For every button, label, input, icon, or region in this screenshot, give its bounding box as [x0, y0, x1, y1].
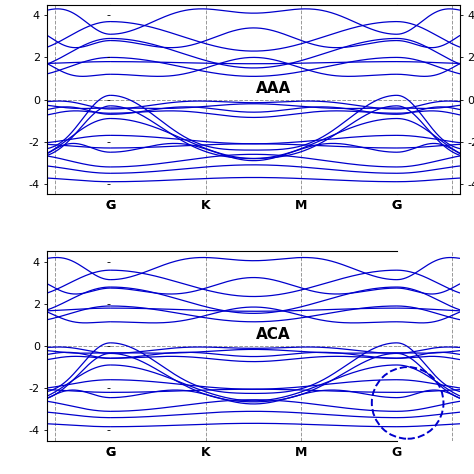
- Text: AAA: AAA: [256, 81, 291, 96]
- Text: ACA: ACA: [256, 327, 291, 342]
